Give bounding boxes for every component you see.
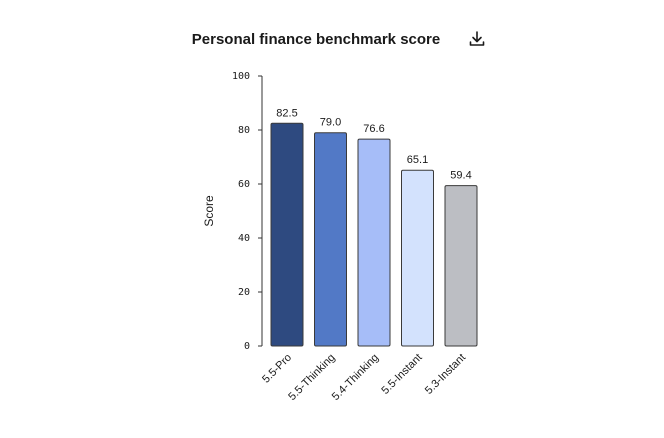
- y-tick-label: 100: [232, 71, 250, 82]
- bar: [314, 132, 347, 347]
- y-tick-label: 0: [244, 341, 250, 352]
- bar: [444, 185, 478, 347]
- y-tick-label: 20: [238, 287, 250, 298]
- data-label: 76.6: [363, 123, 384, 135]
- bar: [357, 138, 391, 347]
- y-tick-label: 40: [238, 233, 250, 244]
- x-tick-label: 5.5-Pro: [260, 352, 294, 386]
- y-axis: 0 20 40 60 80 100: [232, 71, 263, 352]
- data-label: 82.5: [276, 107, 297, 119]
- bars: 82.5 79.0 76.6 65.1 59.4: [270, 107, 478, 347]
- x-tick-label: 5.5-Instant: [379, 352, 424, 397]
- bar: [401, 169, 434, 347]
- x-axis: 5.5-Pro5.5-Thinking5.4-Thinking5.5-Insta…: [260, 352, 468, 403]
- data-label: 59.4: [450, 170, 471, 182]
- bar: [270, 122, 304, 347]
- y-tick-label: 60: [238, 179, 250, 190]
- download-icon[interactable]: [468, 30, 486, 48]
- y-tick-label: 80: [238, 125, 250, 136]
- x-tick-label: 5.3-Instant: [423, 352, 468, 397]
- chart-title: Personal finance benchmark score: [191, 31, 441, 48]
- x-tick-label: 5.4-Thinking: [330, 352, 381, 403]
- data-label: 65.1: [407, 154, 428, 166]
- y-axis-title: Score: [202, 195, 216, 227]
- data-label: 79.0: [320, 117, 341, 129]
